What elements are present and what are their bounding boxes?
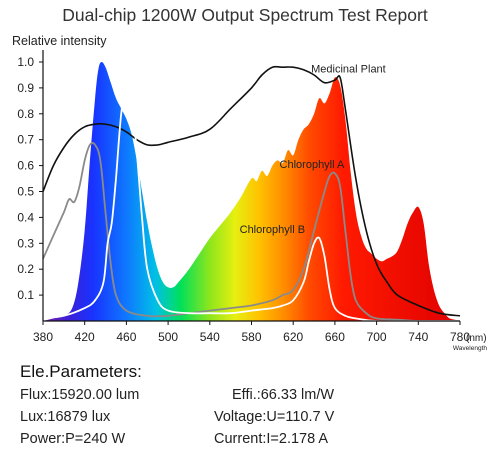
x-tick-label: 660 bbox=[325, 330, 345, 344]
series-line-chlorophyll-a bbox=[42, 142, 460, 322]
annotation-medicinal-plant: Medicinal Plant bbox=[311, 63, 386, 75]
x-axis-unit-sub: Wavelength bbox=[453, 345, 487, 352]
y-tick-label: 0.3 bbox=[17, 236, 34, 250]
y-tick-label: 0.7 bbox=[17, 133, 34, 147]
y-tick-label: 0.5 bbox=[17, 185, 34, 199]
x-tick-label: 460 bbox=[116, 330, 136, 344]
x-axis-unit: (nm) bbox=[466, 333, 487, 344]
lux-value: Lux:16879 lux bbox=[20, 409, 111, 425]
x-tick-label: 420 bbox=[75, 330, 95, 344]
series-line-chlorophyll-b bbox=[42, 86, 460, 323]
series-area-spectrum bbox=[43, 61, 460, 322]
power-value: Power:P=240 W bbox=[20, 431, 126, 447]
flux-value: Flux:15920.00 lum bbox=[20, 387, 140, 403]
parameters-heading: Ele.Parameters: bbox=[20, 362, 142, 381]
x-tick-label: 540 bbox=[200, 330, 220, 344]
spectrum-chart: 0.1 0.2 0.3 0.4 0.5 0.6 0.7 0.8 0.9 1.0 380 420 460 5… bbox=[12, 34, 487, 352]
annotation-chlorophyll-b: Chlorophyll B bbox=[240, 224, 305, 236]
y-tick-label: 1.0 bbox=[17, 55, 34, 69]
y-tick-label: 0.2 bbox=[17, 262, 34, 276]
annotation-chlorophyll-a: Chlorophyll A bbox=[280, 159, 345, 171]
y-tick-label: 0.9 bbox=[17, 81, 34, 95]
y-tick-label: 0.4 bbox=[17, 210, 34, 224]
voltage-value: Voltage:U=110.7 V bbox=[214, 409, 335, 425]
x-tick-label: 620 bbox=[283, 330, 303, 344]
y-tick-label: 0.8 bbox=[17, 107, 34, 121]
y-tick-label: 0.1 bbox=[17, 288, 34, 302]
series-line-medicinal-plant bbox=[42, 65, 461, 317]
x-tick-label: 780 bbox=[450, 330, 470, 344]
efficiency-value: Effi.:66.33 lm/W bbox=[232, 387, 335, 403]
x-tick-label: 380 bbox=[33, 330, 53, 344]
y-axis-title: Relative intensity bbox=[12, 34, 107, 48]
x-tick-label: 740 bbox=[408, 330, 428, 344]
x-tick-label: 580 bbox=[241, 330, 261, 344]
x-tick-label: 700 bbox=[367, 330, 387, 344]
current-value: Current:I=2.178 A bbox=[214, 431, 329, 447]
electrical-parameters-panel: Ele.Parameters: Flux:15920.00 lum Lux:16… bbox=[20, 362, 480, 462]
chart-title: Dual-chip 1200W Output Spectrum Test Rep… bbox=[62, 5, 428, 25]
x-tick-label: 500 bbox=[158, 330, 178, 344]
y-tick-label: 0.6 bbox=[17, 159, 34, 173]
